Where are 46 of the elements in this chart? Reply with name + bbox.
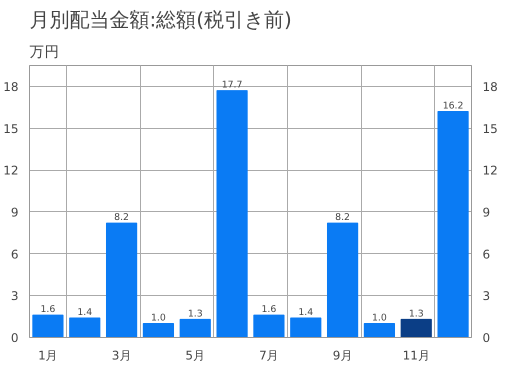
y2-tick-label: 18 [482,80,498,94]
x-tick-label: 5月 [185,348,206,362]
data-label: 1.6 [40,304,56,316]
data-label: 8.2 [114,212,130,224]
bar [106,222,138,338]
y-tick-label: 9 [10,205,19,220]
y2-tick-label: 3 [482,289,490,304]
y-tick-label: 0 [10,331,19,345]
data-label: 1.0 [372,312,387,324]
x-tick-label: 3月 [112,348,132,362]
y2-tick-label: 9 [482,205,490,220]
x-tick-label: 11月 [402,348,430,362]
bar [180,318,211,338]
bar [437,111,469,338]
data-label: 1.4 [298,306,314,318]
chart-title: 月別配当金額:総額(税引き前) [30,8,292,32]
y-tick-label: 3 [10,289,19,304]
x-tick-label: 7月 [259,348,279,362]
x-tick-label: 1月 [38,348,58,362]
data-label: 1.0 [151,312,166,324]
bar [69,317,100,338]
bar [326,222,358,338]
data-label: 1.3 [188,308,203,320]
y-axis-title: 万円 [30,44,60,60]
bar [142,323,174,338]
y2-tick-label: 6 [482,247,490,262]
bar [364,323,396,338]
data-label: 16.2 [442,100,464,112]
data-label: 1.6 [262,304,276,316]
y-tick-label: 18 [3,80,19,94]
data-label: 17.7 [222,80,243,91]
data-label: 1.4 [77,306,92,318]
bar [290,317,322,338]
bar [253,314,285,338]
bar [32,314,64,338]
bar [400,318,432,338]
y2-tick-label: 0 [482,331,490,345]
x-tick-label: 9月 [332,348,352,362]
data-label: 8.2 [335,212,350,224]
data-label: 1.3 [408,308,424,320]
y-tick-label: 6 [10,247,19,262]
y-tick-label: 15 [3,122,19,136]
y2-tick-label: 15 [482,122,498,136]
y2-tick-label: 12 [482,164,498,178]
bar [216,90,248,338]
y-tick-label: 12 [3,164,19,178]
